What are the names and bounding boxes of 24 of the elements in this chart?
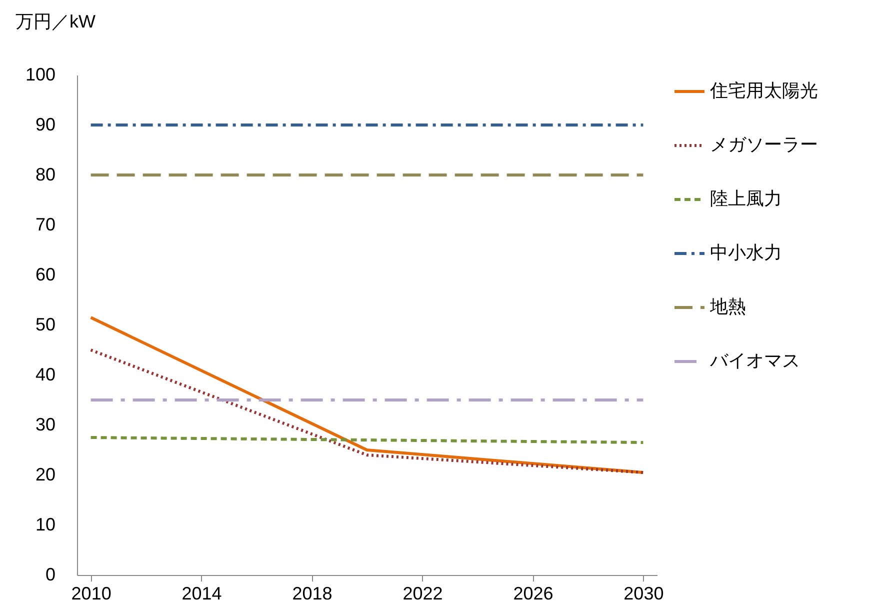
- y-tick-label: 100: [25, 64, 56, 84]
- y-tick-label: 90: [35, 114, 56, 134]
- legend-label: 陸上風力: [710, 188, 782, 208]
- y-tick-label: 80: [35, 164, 56, 184]
- y-tick-label: 30: [35, 414, 56, 434]
- x-tick-label: 2018: [292, 584, 332, 604]
- y-tick-label: 20: [35, 464, 56, 484]
- y-tick-label: 60: [35, 264, 56, 284]
- legend-label: 地熱: [709, 296, 746, 316]
- y-tick-label: 70: [35, 214, 56, 234]
- y-tick-label: 40: [35, 364, 56, 384]
- x-tick-label: 2026: [513, 584, 554, 604]
- x-tick-label: 2022: [402, 584, 443, 604]
- y-tick-label: 0: [45, 564, 56, 584]
- legend-label: 住宅用太陽光: [709, 80, 818, 100]
- x-tick-label: 2014: [182, 584, 222, 604]
- legend-label: バイオマス: [709, 350, 800, 370]
- y-tick-label: 50: [35, 314, 56, 334]
- x-tick-label: 2010: [71, 584, 112, 604]
- y-axis-title: 万円／kW: [16, 12, 96, 32]
- x-tick-label: 2030: [624, 584, 664, 604]
- legend-label: 中小水力: [710, 242, 782, 262]
- legend-label: メガソーラー: [710, 134, 818, 154]
- y-tick-label: 10: [35, 514, 56, 534]
